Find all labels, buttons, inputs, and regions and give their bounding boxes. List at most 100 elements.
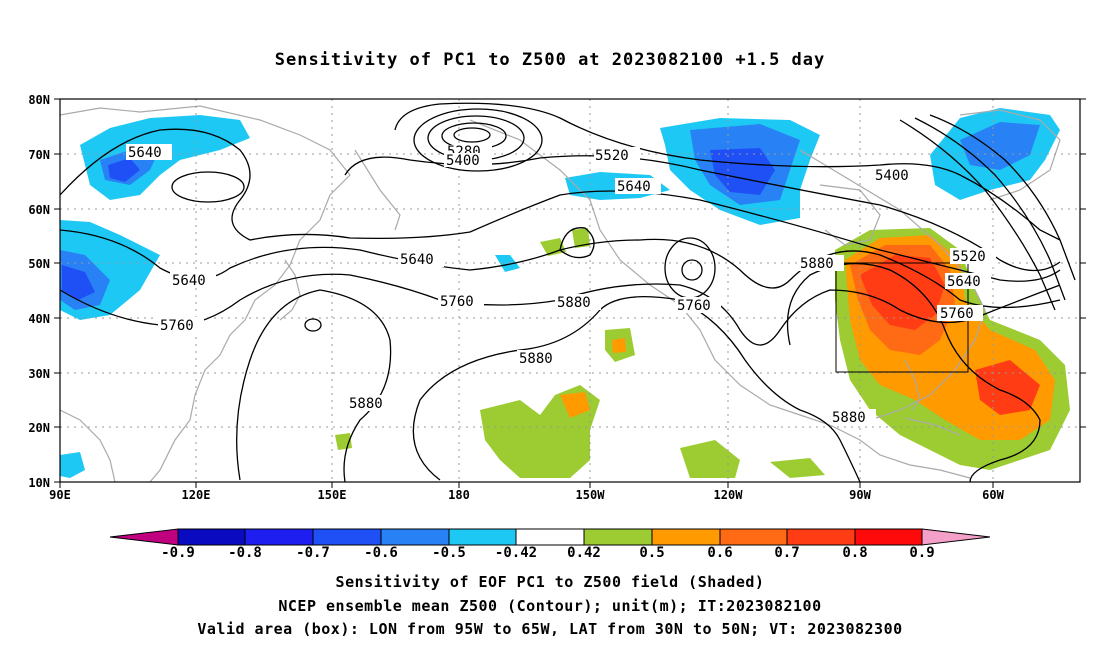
contour-5640-n	[59, 128, 1061, 282]
contour-e-1	[929, 114, 1076, 281]
map-frame	[59, 98, 1081, 483]
contour-label: 5640	[400, 252, 434, 268]
lat-label: 60N	[28, 203, 50, 217]
colorbar-segment	[244, 528, 314, 546]
contour-label: 5760	[160, 318, 194, 334]
shade-neg-nw-dark	[108, 158, 140, 182]
contour-label: 5760	[677, 298, 711, 314]
contour-label: 5880	[800, 256, 834, 272]
colorbar-end-left	[109, 528, 179, 546]
contour-label: 5400	[875, 168, 909, 184]
contour-label: 5520	[952, 249, 986, 265]
lat-label: 40N	[28, 312, 50, 326]
footer-line-2: NCEP ensemble mean Z500 (Contour); unit(…	[278, 597, 822, 615]
shade-neg-small	[495, 255, 520, 272]
tick-marks	[54, 98, 1086, 488]
colorbar-segment	[854, 528, 923, 546]
colorbar-label: -0.9	[161, 545, 195, 561]
lon-label: 120E	[182, 488, 211, 502]
contour-5400	[394, 102, 1061, 241]
contour-5880-a	[236, 289, 392, 483]
colorbar-label: 0.5	[639, 545, 664, 561]
colorbar-segment	[448, 528, 517, 546]
lat-label: 70N	[28, 148, 50, 162]
lon-labels: 90E 120E 150E 180 150W 120W 90W 60W	[49, 488, 1004, 502]
coastlines	[59, 105, 1061, 483]
coast-japan	[279, 259, 301, 321]
colorbar-segment	[651, 528, 721, 546]
lat-label: 30N	[28, 367, 50, 381]
colorbar-label: 0.6	[707, 545, 732, 561]
colorbar-labels: -0.9 -0.8 -0.7 -0.6 -0.5 -0.42 0.42 0.5 …	[161, 545, 935, 561]
footer-line-1: Sensitivity of EOF PC1 to Z500 field (Sh…	[335, 573, 765, 591]
colorbar-label: 0.8	[842, 545, 867, 561]
coast-cuba	[904, 417, 961, 436]
coast-asia	[59, 105, 351, 483]
contour-low-1	[453, 127, 491, 143]
contour-5760-hi	[664, 237, 716, 299]
shaded-sensitivity	[60, 108, 1070, 478]
shade-neg-ne-core	[960, 122, 1040, 170]
contour-label: 5400	[446, 153, 480, 169]
lat-label: 80N	[28, 93, 50, 107]
colorbar	[109, 528, 991, 546]
lon-label: 120W	[714, 488, 744, 502]
colorbar-segment	[312, 528, 382, 546]
coast-florida	[904, 359, 921, 411]
contour-label: 5880	[832, 410, 866, 426]
shade-pos-sm1	[540, 238, 566, 256]
colorbar-segment	[583, 528, 653, 546]
shade-pos-east-red	[860, 255, 945, 330]
lon-label: 90W	[849, 488, 871, 502]
contour-5880-small	[304, 318, 322, 332]
contour-label: 5880	[557, 295, 591, 311]
contour-label: 5880	[349, 396, 383, 412]
chart-title: Sensitivity of PC1 to Z500 at 2023082100…	[274, 50, 826, 70]
colorbar-segment	[719, 528, 788, 546]
colorbar-segment	[515, 528, 585, 546]
shade-neg-nc2-dark	[710, 148, 775, 195]
lon-label: 90E	[49, 488, 71, 502]
colorbar-end-right	[921, 528, 991, 546]
contour-label: 5640	[172, 273, 206, 289]
colorbar-segment	[177, 528, 246, 546]
shade-pos-sm2	[572, 228, 590, 248]
contour-label: 5640	[128, 145, 162, 161]
contour-5760	[59, 229, 1061, 309]
colorbar-label: 0.42	[567, 545, 601, 561]
coast-greenland	[959, 109, 1061, 201]
lat-label: 20N	[28, 421, 50, 435]
colorbar-segment	[380, 528, 450, 546]
lat-label: 50N	[28, 257, 50, 271]
contour-label: 5760	[440, 294, 474, 310]
lat-labels: 80N 70N 60N 50N 40N 30N 20N 10N	[28, 93, 50, 490]
contour-5880-b	[412, 296, 861, 483]
colorbar-label: -0.6	[364, 545, 398, 561]
coast-asia-2	[59, 409, 116, 483]
contour-5760-s	[59, 273, 1061, 346]
shade-pos-mid-or	[612, 338, 626, 353]
colorbar-segment	[786, 528, 856, 546]
colorbar-label: -0.8	[228, 545, 262, 561]
colorbar-label: -0.7	[296, 545, 330, 561]
contour-label: 5760	[940, 306, 974, 322]
contour-label-group: 5640 5280 5400 5520 5640 5400 5520 5640 …	[126, 144, 996, 426]
coast-hudson	[819, 184, 881, 246]
colorbar-label: -0.5	[432, 545, 466, 561]
contour-label: 5640	[617, 179, 651, 195]
contour-e-2	[914, 117, 1066, 301]
contour-label: 5880	[519, 351, 553, 367]
lat-label: 10N	[28, 476, 50, 490]
lon-label: 150W	[576, 488, 606, 502]
coast-kamchatka	[354, 149, 401, 231]
colorbar-label: 0.9	[909, 545, 934, 561]
lon-label: 150E	[318, 488, 347, 502]
contour-e-3	[899, 119, 1056, 311]
colorbar-label: -0.42	[495, 545, 537, 561]
lon-label: 180	[448, 488, 470, 502]
colorbar-label: 0.7	[774, 545, 799, 561]
contour-low-4	[413, 108, 543, 172]
contour-5880-c	[786, 262, 1041, 483]
shade-pos-s1	[680, 440, 740, 478]
